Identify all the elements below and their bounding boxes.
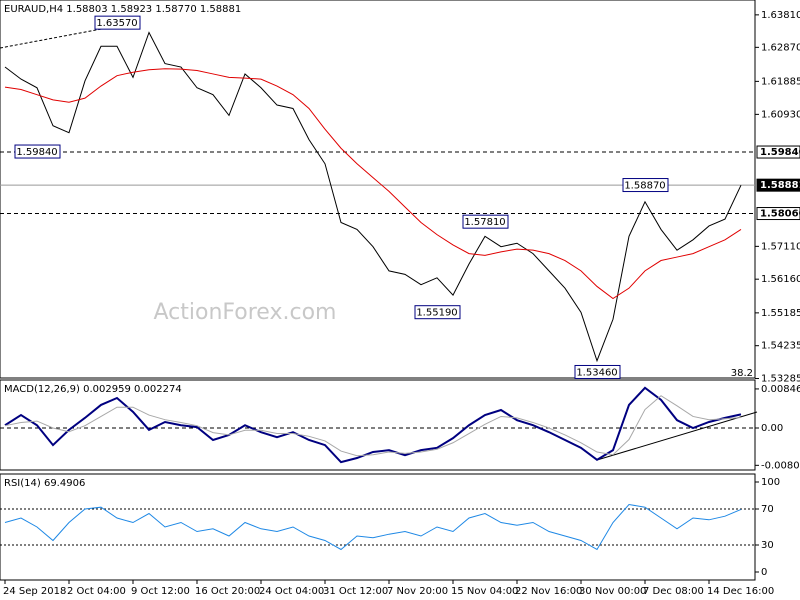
y-tick-label: 100	[761, 477, 780, 488]
y-tick-label: 1.60930	[761, 109, 800, 120]
y-tick-label: 30	[761, 540, 774, 551]
annotation-box	[14, 144, 61, 159]
y-tick-label: 0.00	[761, 423, 783, 434]
watermark: ActionForex.com	[154, 300, 337, 325]
y-tick-label: 1.57110	[761, 241, 800, 252]
panel-frame	[0, 473, 756, 581]
y-tick-label: 1.55185	[761, 308, 800, 319]
annotation-box	[414, 305, 461, 320]
annotation-label: 1.55190	[416, 308, 457, 319]
annotation-box	[622, 178, 669, 193]
level-label-box	[756, 178, 800, 192]
x-tick-label: 22 Nov 16:00	[515, 586, 582, 597]
x-tick-label: 15 Nov 04:00	[451, 586, 518, 597]
annotation-label: 1.57810	[464, 217, 505, 228]
panel-title: EURAUD,H4 1.58803 1.58923 1.58770 1.5888…	[4, 4, 241, 15]
level-label-box	[756, 145, 800, 159]
y-tick-label: 1.61885	[761, 76, 800, 87]
y-tick-label: -0.008088	[761, 460, 800, 471]
panel-frame	[0, 0, 756, 379]
annotation-label: 1.53460	[576, 367, 617, 378]
level-label-box	[756, 207, 800, 221]
y-tick-label: 0	[761, 567, 767, 578]
x-tick-label: 14 Dec 16:00	[707, 586, 774, 597]
trend-line	[0, 26, 113, 49]
x-tick-label: 31 Oct 12:00	[323, 586, 388, 597]
y-tick-label: 1.54235	[761, 341, 800, 352]
x-tick-label: 7 Dec 08:00	[643, 586, 704, 597]
x-tick-label: 16 Oct 20:00	[195, 586, 260, 597]
x-tick-label: 24 Oct 04:00	[259, 586, 324, 597]
series-line	[4, 31, 742, 363]
annotation-box	[574, 364, 621, 379]
x-tick-label: 7 Nov 20:00	[387, 586, 448, 597]
level-label: 1.58060	[760, 209, 800, 220]
x-tick-label: 24 Sep 2018	[3, 586, 66, 597]
level-label: 1.58881	[760, 180, 800, 191]
annotation-label: 1.58870	[624, 181, 665, 192]
annotation-box	[94, 15, 141, 30]
panel-title: RSI(14) 69.4906	[4, 478, 85, 489]
x-tick-label: 9 Oct 12:00	[131, 586, 190, 597]
series-line	[4, 395, 742, 457]
x-tick-label: 30 Nov 00:00	[579, 586, 646, 597]
y-tick-label: 1.62870	[761, 42, 800, 53]
y-tick-label: 0.008466	[761, 384, 800, 395]
series-line	[4, 68, 742, 300]
y-tick-label: 1.53285	[761, 374, 800, 385]
trend-line	[596, 411, 758, 461]
y-tick-label: 1.63810	[761, 10, 800, 21]
series-line	[4, 503, 742, 551]
note: 38.2	[731, 368, 753, 379]
annotation-label: 1.63570	[96, 18, 137, 29]
panel-frame	[0, 379, 756, 471]
level-label: 1.59840	[760, 147, 800, 158]
annotation-label: 1.59840	[16, 147, 57, 158]
panel-title: MACD(12,26,9) 0.002959 0.002274	[4, 384, 182, 395]
x-tick-label: 2 Oct 04:00	[67, 586, 126, 597]
annotation-box	[462, 214, 509, 229]
y-tick-label: 70	[761, 504, 774, 515]
y-tick-label: 1.56160	[761, 274, 800, 285]
